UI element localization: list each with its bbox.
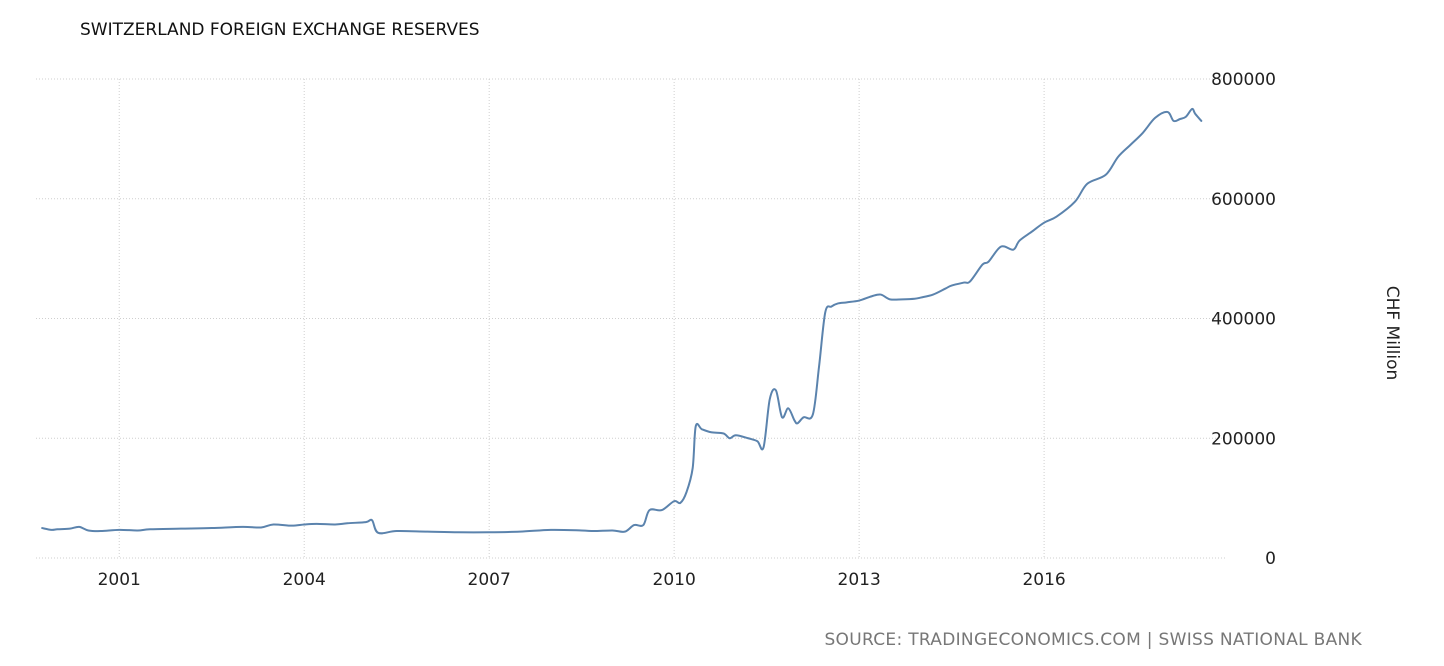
y-tick-label: 400000 xyxy=(1211,310,1276,330)
y-axis: 0 200000 400000 600000 800000 xyxy=(1211,70,1276,569)
x-axis: 2001 2004 2007 2010 2013 2016 xyxy=(98,570,1066,590)
chart-title: SWITZERLAND FOREIGN EXCHANGE RESERVES xyxy=(80,20,480,40)
source-text: SOURCE: TRADINGECONOMICS.COM | SWISS NAT… xyxy=(824,630,1362,650)
y-tick-label: 200000 xyxy=(1211,429,1276,449)
grid xyxy=(36,78,1226,559)
y-tick-label: 0 xyxy=(1265,549,1276,569)
y-axis-label: CHF Million xyxy=(1382,286,1402,381)
x-tick-label: 2016 xyxy=(1022,570,1065,590)
x-tick-label: 2007 xyxy=(468,570,511,590)
x-tick-label: 2004 xyxy=(283,570,326,590)
x-tick-label: 2013 xyxy=(838,570,881,590)
x-tick-label: 2001 xyxy=(98,570,141,590)
y-tick-label: 600000 xyxy=(1211,190,1276,210)
series-line xyxy=(41,107,1203,535)
y-tick-label: 800000 xyxy=(1211,70,1276,90)
x-tick-label: 2010 xyxy=(653,570,696,590)
